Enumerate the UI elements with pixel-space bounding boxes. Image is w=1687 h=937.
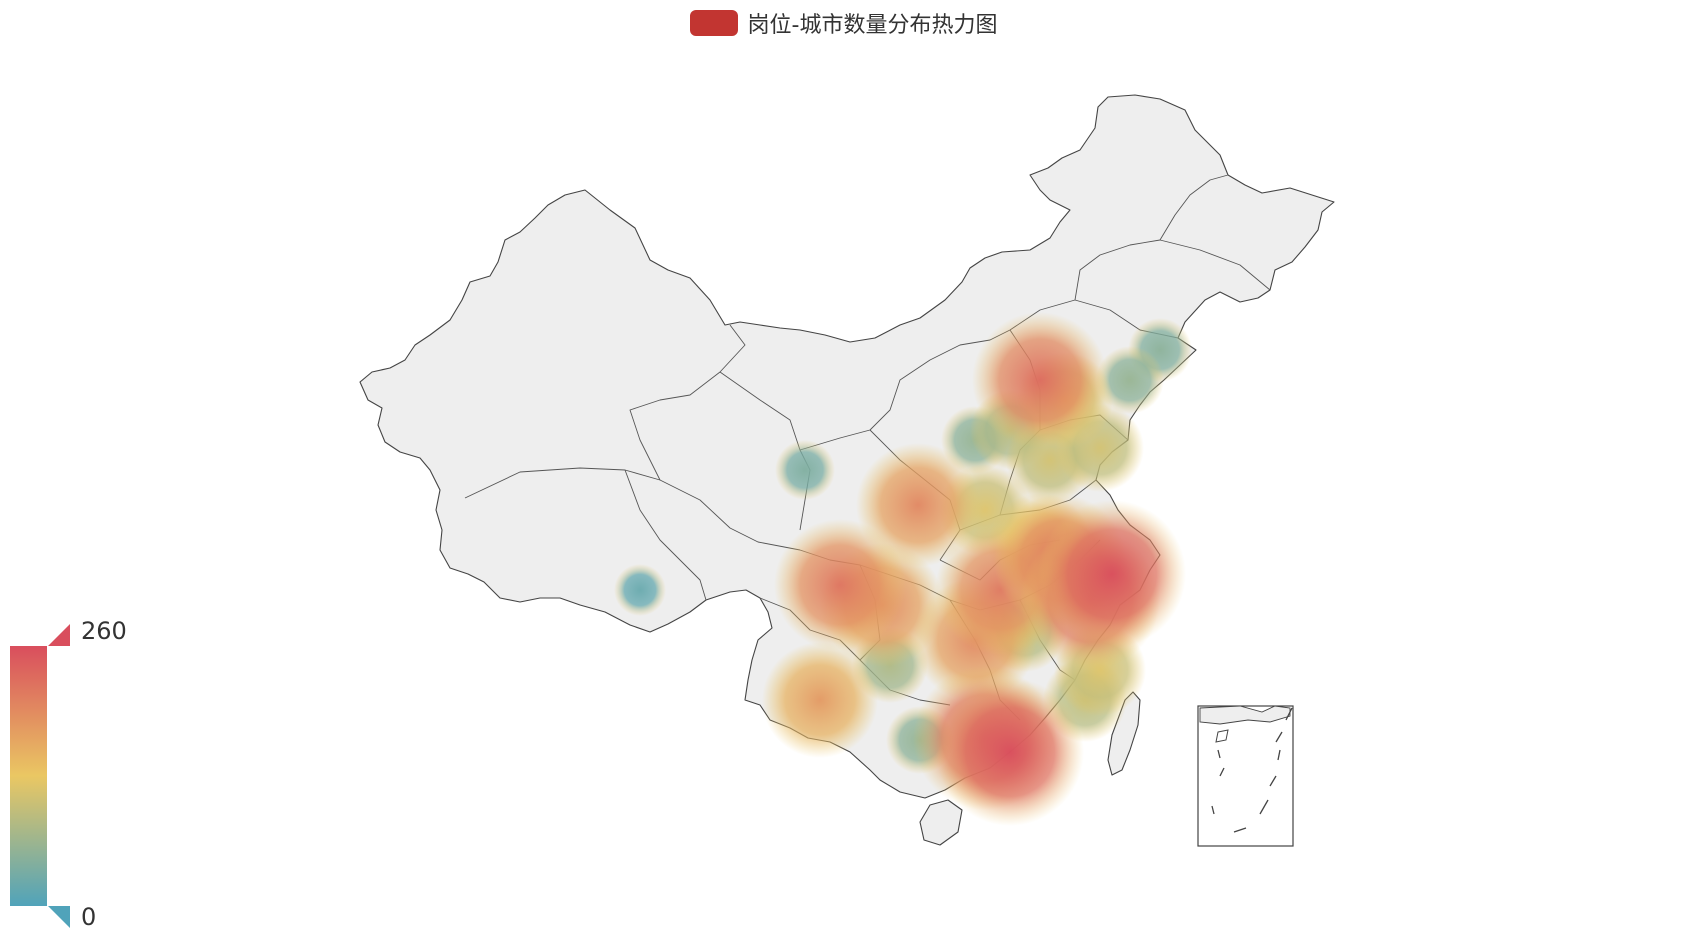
- visual-map-handle-max[interactable]: [48, 624, 70, 646]
- heat-point-北京: [972, 312, 1108, 448]
- heat-point-大连: [1096, 346, 1164, 414]
- visual-map-bar[interactable]: [10, 646, 47, 906]
- heat-layer: [614, 312, 1192, 826]
- map-border: [1074, 239, 1271, 301]
- south-china-sea-inset: [1197, 705, 1294, 847]
- map-border: [799, 329, 1011, 451]
- legend-label[interactable]: 岗位-城市数量分布热力图: [747, 13, 998, 38]
- visual-map-handles[interactable]: [0, 0, 80, 937]
- heat-point-兰州: [775, 440, 835, 500]
- visual-map-gradient[interactable]: [10, 646, 47, 906]
- heat-point-西安: [856, 443, 980, 567]
- heat-point-深圳: [936, 678, 1084, 826]
- inset-island: [1215, 729, 1229, 743]
- map-outline-hainan: [919, 799, 963, 846]
- heat-point-拉萨: [614, 564, 666, 616]
- inset-coast: [1199, 705, 1291, 725]
- map-border: [1159, 174, 1229, 241]
- map-border: [629, 324, 746, 481]
- visual-map-min-label: 0: [81, 903, 97, 931]
- visual-map-handle-min[interactable]: [48, 906, 70, 928]
- heat-point-昆明: [762, 642, 878, 758]
- heat-point-成都: [774, 519, 906, 651]
- map-border: [624, 469, 707, 601]
- nine-dash-line: [1211, 707, 1293, 833]
- legend[interactable]: 岗位-城市数量分布热力图: [0, 6, 1687, 40]
- legend-swatch[interactable]: [689, 10, 738, 36]
- visual-map-max-label: 260: [81, 617, 127, 645]
- inset-frame: [1197, 705, 1294, 847]
- heat-point-上海: [1038, 500, 1186, 648]
